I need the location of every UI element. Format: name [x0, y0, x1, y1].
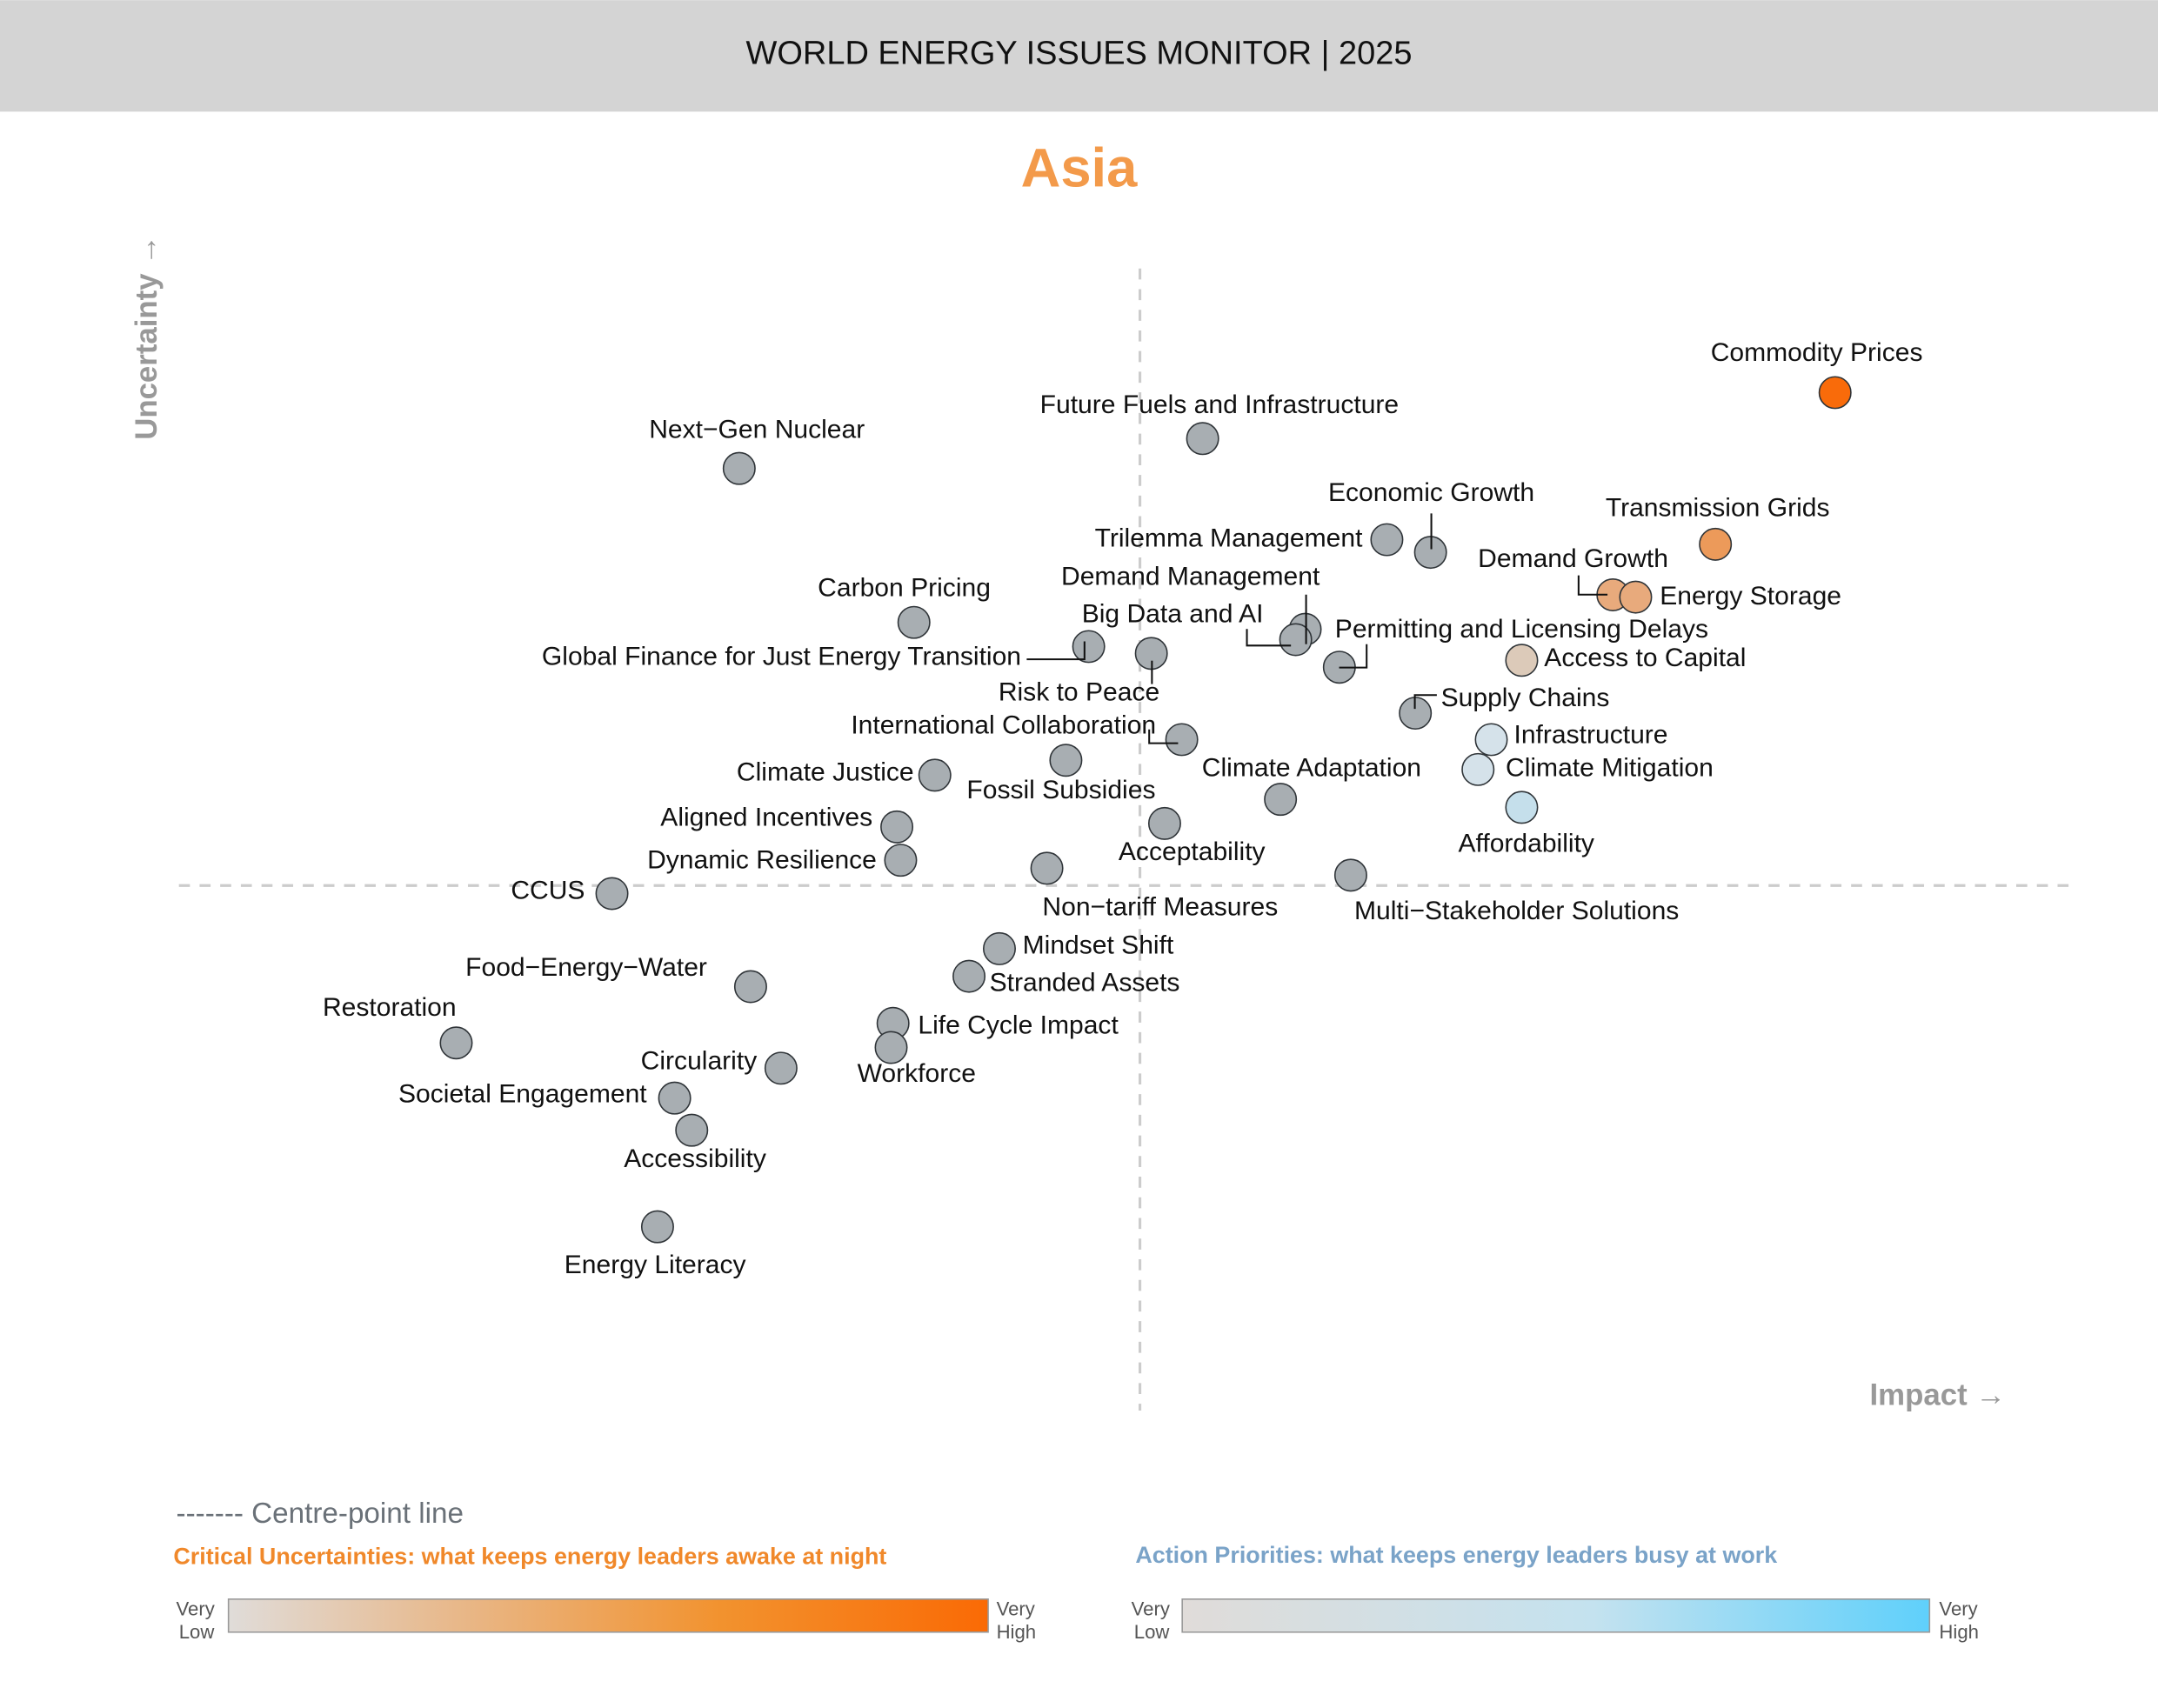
point-commodity-prices	[1818, 376, 1852, 410]
point-label: Future Fuels and Infrastructure	[1040, 390, 1400, 419]
point-access-to-capital	[1505, 644, 1539, 677]
point-label: Access to Capital	[1544, 644, 1746, 672]
point-multi-stakeholder-solutions	[1333, 858, 1367, 892]
point-label: Non−tariff Measures	[1042, 892, 1278, 921]
leader-line	[1413, 694, 1437, 710]
point-label: Aligned Incentives	[660, 804, 872, 832]
action-high-1: Very	[1939, 1598, 1978, 1619]
point-label: Circularity	[641, 1047, 758, 1076]
centre-line-legend: ------- Centre-point line	[177, 1498, 464, 1530]
point-label: Infrastructure	[1513, 721, 1667, 750]
point-label: Stranded Assets	[990, 968, 1180, 997]
chart-title: Asia	[1021, 138, 1138, 199]
point-label: Food−Energy−Water	[465, 953, 707, 982]
point-accessibility	[675, 1113, 709, 1147]
point-label: Risk to Peace	[999, 678, 1159, 707]
point-ccus	[595, 877, 629, 911]
point-label: Supply Chains	[1441, 684, 1610, 712]
point-future-fuels-and-infrastructure	[1186, 422, 1219, 456]
critical-low-2: Low	[179, 1621, 216, 1643]
point-global-finance-for-just-energy-transition	[1072, 630, 1106, 664]
leader-line	[1577, 575, 1608, 596]
point-label: Global Finance for Just Energy Transitio…	[542, 642, 1021, 671]
point-energy-storage	[1619, 580, 1653, 614]
point-infrastructure	[1474, 723, 1508, 757]
point-stranded-assets	[952, 959, 986, 993]
action-gradient-bar	[1181, 1598, 1931, 1633]
point-affordability	[1505, 791, 1539, 824]
x-axis-label: Impact →	[1870, 1378, 2007, 1411]
point-circularity	[764, 1051, 798, 1085]
leader-line	[1026, 641, 1086, 661]
point-mindset-shift	[982, 931, 1016, 965]
leader-line	[1339, 644, 1368, 669]
points-layer	[439, 376, 1852, 1244]
point-societal-engagement	[658, 1081, 691, 1115]
point-label: Climate Mitigation	[1506, 754, 1714, 783]
point-label: Permitting and Licensing Delays	[1335, 615, 1708, 644]
point-label: Next−Gen Nuclear	[649, 415, 865, 444]
point-big-data-and-ai	[1279, 623, 1313, 657]
point-label: Commodity Prices	[1711, 338, 1923, 367]
point-food-energy-water	[733, 970, 767, 1004]
point-non-tariff-measures	[1030, 851, 1064, 885]
point-label: Economic Growth	[1328, 478, 1534, 507]
critical-high-1: Very	[997, 1598, 1036, 1619]
labels-layer: Commodity Prices Future Fuels and Infrast…	[323, 338, 1923, 1279]
point-transmission-grids	[1699, 527, 1733, 561]
point-international-collaboration	[1165, 723, 1199, 757]
action-legend-title: Action Priorities: what keeps energy lea…	[1135, 1542, 1777, 1568]
point-climate-justice	[918, 758, 952, 792]
point-label: Multi−Stakeholder Solutions	[1354, 897, 1679, 925]
point-label: Mindset Shift	[1023, 931, 1174, 960]
leader-line	[1148, 729, 1179, 744]
point-label: CCUS	[511, 876, 585, 904]
point-trilemma-management	[1370, 523, 1404, 557]
critical-legend-title: Critical Uncertainties: what keeps energ…	[173, 1543, 886, 1569]
action-high-2: High	[1939, 1621, 1979, 1643]
point-label: Trilemma Management	[1095, 524, 1363, 552]
point-label: Restoration	[323, 993, 457, 1022]
critical-high-2: High	[997, 1621, 1037, 1643]
point-fossil-subsidies	[1049, 744, 1083, 777]
point-next-gen-nuclear	[722, 451, 756, 485]
point-climate-mitigation	[1461, 752, 1495, 786]
header-bar	[0, 0, 2158, 112]
point-label: Affordability	[1459, 830, 1594, 858]
critical-gradient-bar	[227, 1598, 989, 1633]
point-label: Acceptability	[1119, 837, 1266, 866]
action-low-1: Very	[1132, 1598, 1171, 1619]
point-label: Carbon Pricing	[818, 573, 991, 602]
point-aligned-incentives	[880, 810, 914, 844]
point-energy-literacy	[640, 1210, 674, 1244]
point-label: Climate Adaptation	[1202, 754, 1421, 783]
point-label: Demand Management	[1061, 563, 1320, 591]
point-dynamic-resilience	[884, 844, 918, 877]
point-label: Life Cycle Impact	[918, 1011, 1119, 1040]
point-label: Transmission Grids	[1606, 494, 1830, 523]
point-label: Big Data and AI	[1082, 599, 1264, 628]
point-label: Dynamic Resilience	[647, 846, 877, 875]
point-climate-adaptation	[1264, 783, 1298, 817]
point-label: Energy Literacy	[565, 1251, 746, 1279]
point-label: Accessibility	[624, 1144, 766, 1173]
point-label: Workforce	[858, 1059, 976, 1088]
point-label: Demand Growth	[1478, 544, 1668, 573]
point-label: Energy Storage	[1660, 582, 1841, 610]
point-label: Climate Justice	[737, 757, 914, 786]
point-label: International Collaboration	[851, 711, 1156, 740]
action-low-2: Low	[1134, 1621, 1171, 1643]
point-carbon-pricing	[897, 605, 931, 639]
point-workforce	[874, 1031, 908, 1064]
y-axis-label: Uncertainty →	[130, 235, 164, 440]
header-title: WORLD ENERGY ISSUES MONITOR | 2025	[746, 36, 1413, 72]
point-acceptability	[1147, 806, 1181, 840]
leader-line	[1246, 629, 1292, 647]
point-label: Fossil Subsidies	[966, 776, 1155, 804]
point-label: Societal Engagement	[398, 1080, 647, 1109]
critical-low-1: Very	[177, 1598, 216, 1619]
point-restoration	[439, 1026, 473, 1060]
